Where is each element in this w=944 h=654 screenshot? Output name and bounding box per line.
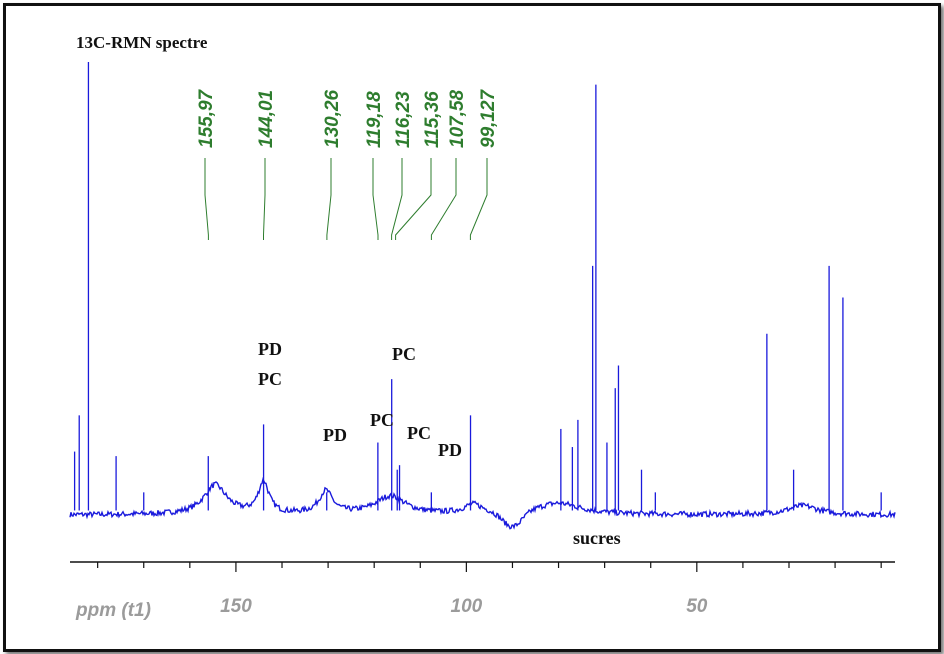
- annotation-label: PD: [438, 440, 462, 460]
- chart-title: 13C-RMN spectre: [76, 33, 208, 52]
- peak-label: 115,36: [422, 91, 443, 148]
- peak-label: 99,127: [478, 88, 499, 148]
- peak-label: 116,23: [393, 91, 414, 148]
- peak-label-layer: 155,97 144,01 130,26 119,18 116,23 115,36 107,…: [196, 88, 499, 240]
- annotation-label: PC: [407, 423, 431, 443]
- annotation-label: sucres: [573, 528, 621, 548]
- peak-leader-line: [430, 158, 457, 240]
- spectrum-layer: [69, 62, 896, 530]
- annotation-label: PC: [370, 410, 394, 430]
- figure-frame: [3, 3, 941, 652]
- peak-label: 144,01: [256, 90, 277, 148]
- peak-label: 155,97: [196, 88, 217, 148]
- peak-label: 119,18: [364, 91, 385, 148]
- x-tick-label: 150: [220, 596, 252, 617]
- annotation-label: PD: [258, 339, 282, 359]
- spectrum-trace: [69, 476, 896, 530]
- peak-leader-line: [469, 158, 488, 240]
- peak-label: 130,26: [322, 89, 343, 148]
- x-axis: 150 100 50: [70, 561, 895, 617]
- x-tick-label: 50: [686, 596, 708, 617]
- peak-leader-line: [395, 158, 432, 240]
- annotation-label: PD: [323, 425, 347, 445]
- peak-leader-line: [372, 158, 379, 240]
- peak-leader-line: [204, 158, 209, 240]
- annotation-layer: PD PC PD PC PC PC PD sucres: [258, 339, 621, 548]
- peak-leader-line: [326, 158, 332, 240]
- peak-leader-line: [263, 158, 266, 240]
- x-axis-label: ppm (t1): [75, 600, 151, 621]
- peak-leader-line: [391, 158, 403, 240]
- x-tick-label: 100: [451, 596, 483, 617]
- peak-label: 107,58: [447, 89, 468, 148]
- annotation-label: PC: [258, 369, 282, 389]
- annotation-label: PC: [392, 344, 416, 364]
